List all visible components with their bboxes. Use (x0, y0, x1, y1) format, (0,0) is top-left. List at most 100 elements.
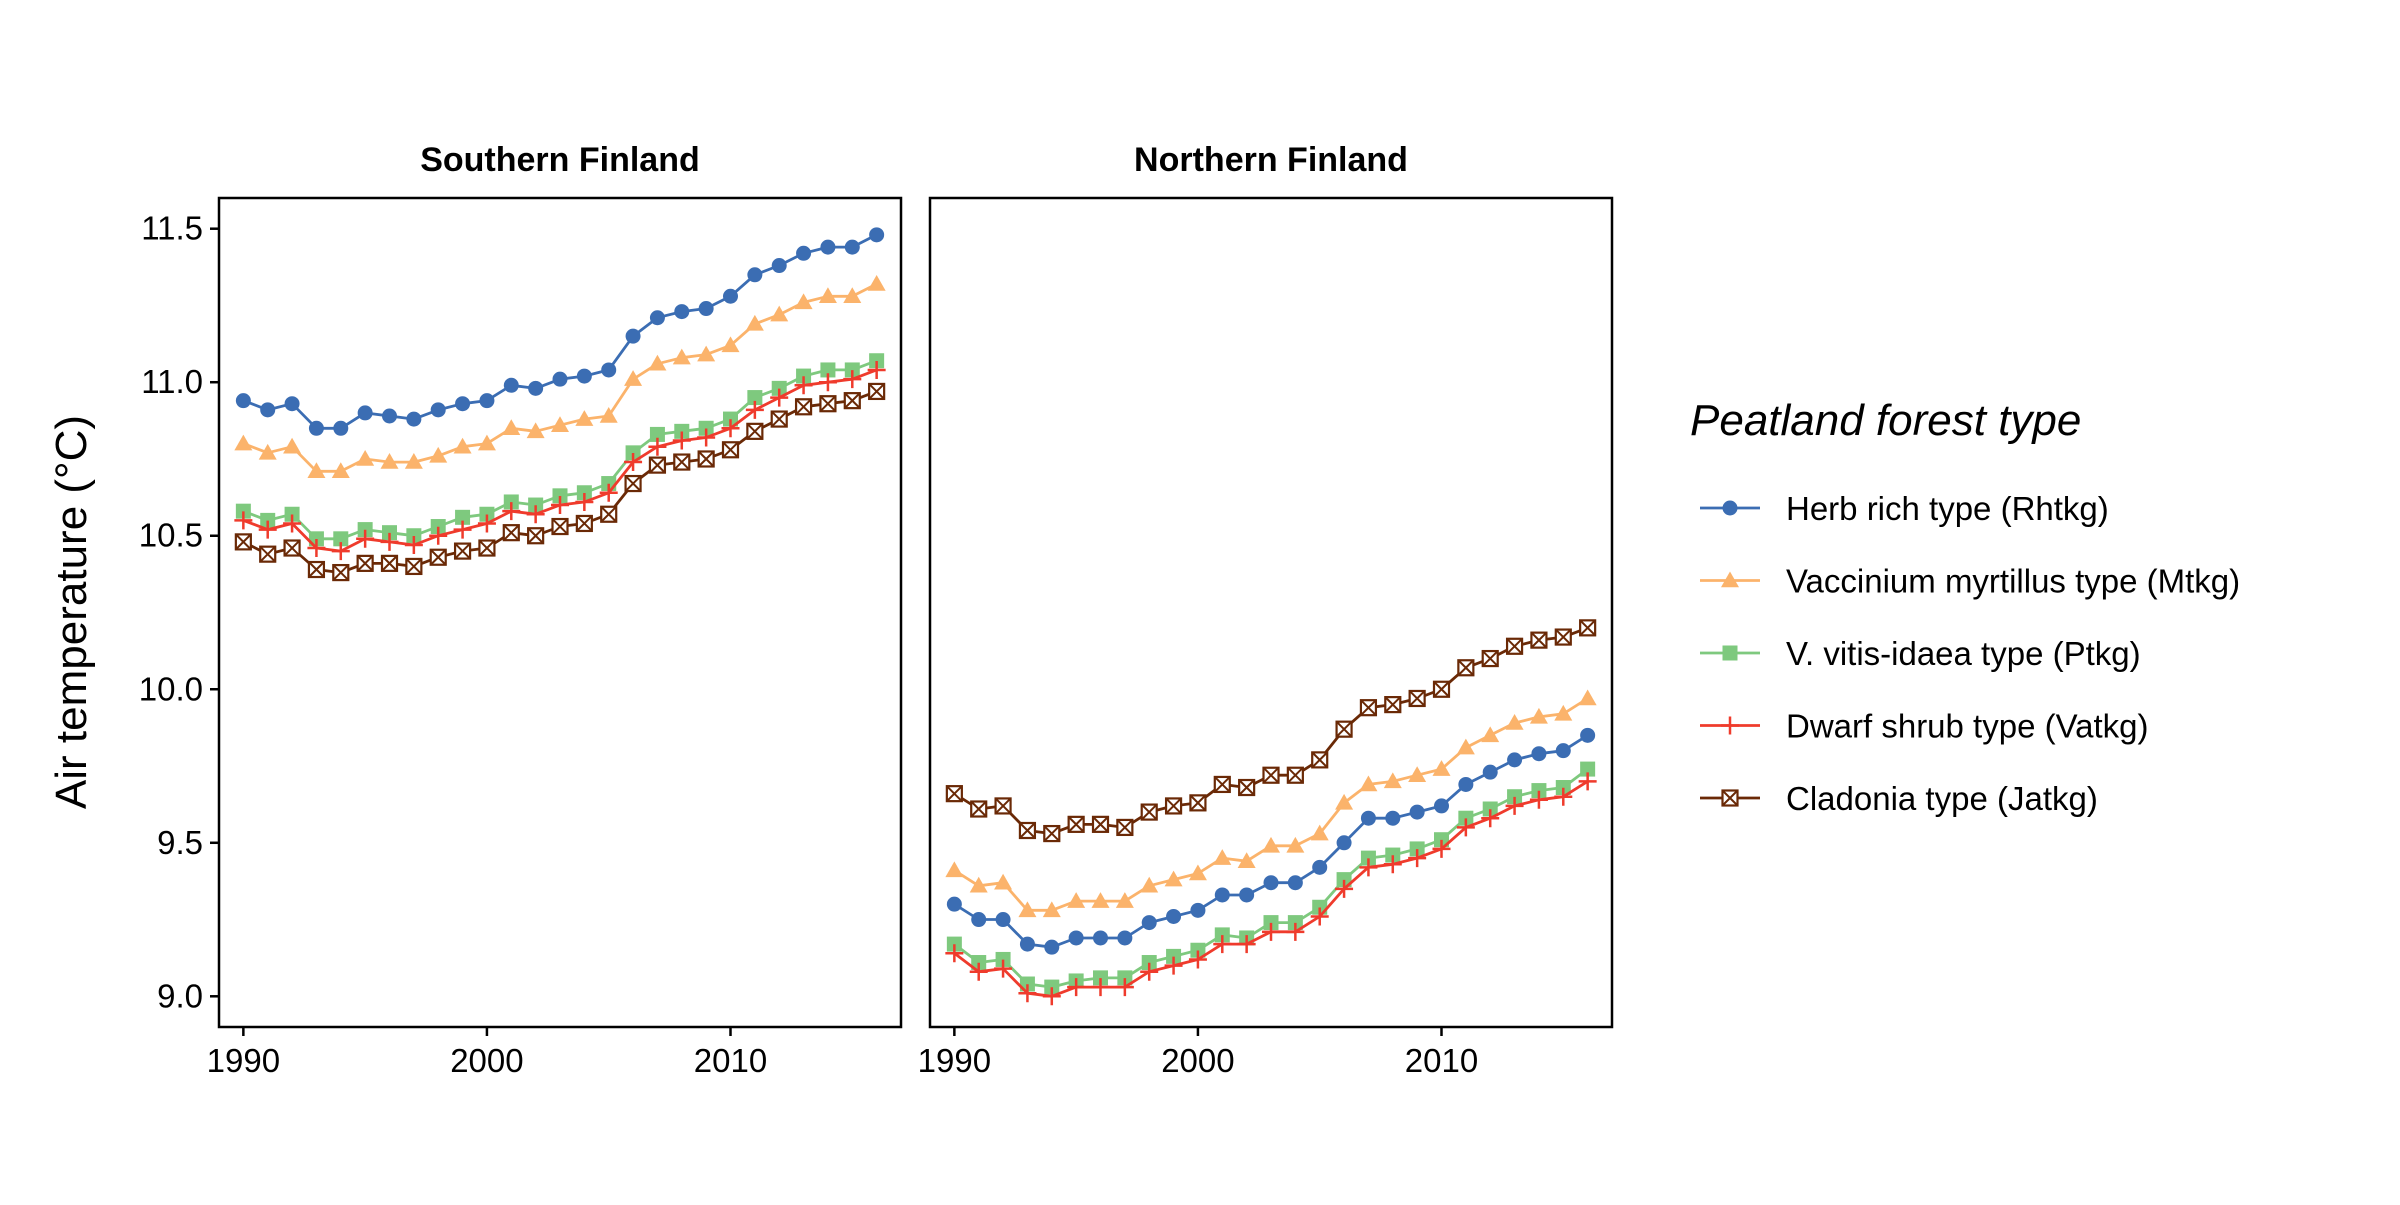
data-point (1336, 835, 1352, 851)
data-point (945, 785, 963, 803)
data-point (1091, 892, 1110, 908)
data-point (770, 410, 788, 428)
data-point (283, 437, 302, 454)
data-point (1189, 794, 1207, 812)
data-point (601, 362, 617, 378)
data-point (1432, 760, 1451, 776)
data-point (1042, 987, 1061, 1006)
data-point (945, 861, 964, 878)
data-point (1481, 649, 1499, 668)
series-3 (946, 761, 1596, 995)
data-point (599, 483, 618, 502)
data-point (356, 554, 374, 572)
data-point (235, 503, 251, 519)
data-point (552, 488, 568, 504)
data-point (721, 419, 740, 438)
data-point (1385, 847, 1401, 863)
legend-marker (1721, 716, 1739, 735)
data-point (455, 509, 471, 525)
data-point (648, 437, 667, 456)
data-point (723, 288, 738, 304)
data-point (551, 416, 569, 432)
data-point (745, 400, 764, 419)
panel-title: Northern Finland (1134, 141, 1408, 179)
data-point (697, 450, 715, 468)
data-point (1554, 704, 1573, 721)
data-point (331, 542, 350, 561)
data-point (843, 370, 862, 389)
data-point (1164, 956, 1183, 975)
data-point (551, 496, 569, 515)
data-point (1456, 738, 1475, 755)
panel-frame (217, 196, 903, 1029)
data-point (1456, 818, 1475, 837)
data-point (235, 393, 251, 409)
data-point (672, 348, 691, 365)
x-tick-label: 2010 (694, 1042, 767, 1079)
y-tick-label: 11.5 (141, 210, 203, 247)
series-2 (945, 689, 1597, 918)
data-point (1335, 720, 1353, 738)
data-point (994, 797, 1012, 815)
data-point (868, 382, 886, 401)
data-point (1507, 752, 1523, 768)
data-point (1554, 787, 1573, 806)
data-point (721, 336, 740, 353)
data-point (283, 514, 302, 533)
data-point (380, 532, 399, 551)
data-point (1141, 955, 1157, 971)
data-point (1262, 922, 1280, 941)
data-point (625, 328, 641, 344)
data-point (453, 520, 472, 539)
legend-item: V. vitis-idaea type (Ptkg) (1700, 635, 2141, 672)
data-point (697, 345, 716, 362)
data-point (307, 539, 326, 558)
data-point (1091, 978, 1110, 997)
data-point (404, 453, 423, 469)
data-point (430, 402, 446, 418)
data-point (649, 426, 665, 442)
data-point (1359, 775, 1378, 792)
data-point (1093, 970, 1108, 986)
data-point (1408, 766, 1427, 782)
data-point (971, 912, 987, 928)
data-point (527, 527, 545, 545)
data-point (770, 305, 789, 322)
data-point (1115, 892, 1134, 908)
data-point (794, 398, 813, 416)
data-point (1458, 776, 1474, 792)
data-point (503, 494, 519, 510)
data-point (1214, 927, 1230, 943)
data-point (649, 310, 665, 326)
series-1 (235, 227, 885, 436)
data-point (1262, 766, 1280, 784)
data-point (479, 393, 495, 409)
data-point (1067, 978, 1086, 997)
data-point (1408, 849, 1427, 868)
data-point (869, 353, 885, 369)
data-point (477, 434, 496, 451)
data-point (1312, 859, 1328, 875)
data-point (406, 528, 422, 544)
data-point (995, 951, 1011, 967)
data-point (502, 419, 521, 436)
data-point (1360, 810, 1376, 826)
data-point (969, 962, 988, 981)
data-point (234, 511, 253, 530)
panel-frame (928, 196, 1614, 1029)
y-axis-title: Air temperature (°C) (47, 415, 96, 809)
data-point (723, 411, 738, 427)
data-point (1287, 875, 1303, 891)
data-point (308, 420, 324, 436)
data-point (796, 245, 812, 261)
data-point (648, 354, 667, 371)
data-point (1213, 935, 1232, 954)
data-point (382, 408, 397, 424)
data-point (258, 443, 277, 460)
data-point (745, 314, 764, 331)
panels: Southern Finland 9.0 9.5 10.0 10.5 11.0 11.5 19… (139, 141, 1614, 1079)
data-point (502, 524, 520, 542)
data-point (331, 462, 350, 479)
data-point (453, 542, 472, 560)
data-point (1263, 915, 1279, 931)
